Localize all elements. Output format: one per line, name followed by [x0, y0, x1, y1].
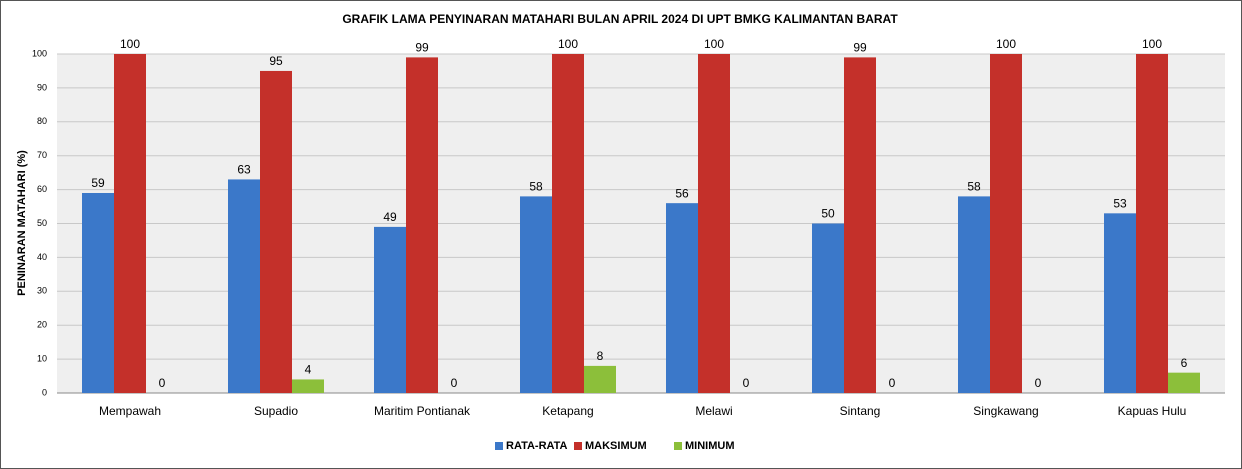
value-label: 50 [821, 207, 835, 221]
y-tick-label: 60 [37, 184, 47, 194]
x-tick-label: Mempawah [99, 404, 161, 418]
y-tick-label: 50 [37, 218, 47, 228]
value-label: 58 [967, 180, 981, 194]
bar [406, 57, 438, 393]
y-tick-label: 30 [37, 286, 47, 296]
x-tick-label: Singkawang [973, 404, 1038, 418]
bar [844, 57, 876, 393]
y-tick-label: 40 [37, 252, 47, 262]
y-tick-label: 90 [37, 82, 47, 92]
bar [666, 203, 698, 393]
value-label: 0 [159, 376, 166, 390]
value-label: 6 [1181, 356, 1188, 370]
bar [584, 365, 616, 393]
value-label: 100 [704, 37, 724, 51]
x-tick-label: Sintang [840, 404, 881, 418]
y-axis-label: PENINARAN MATAHARI (%) [16, 150, 28, 296]
value-label: 99 [853, 41, 867, 55]
y-tick-label: 70 [37, 150, 47, 160]
legend-swatch [674, 442, 682, 450]
y-tick-label: 10 [37, 353, 47, 363]
legend-label: RATA-RATA [506, 440, 568, 452]
value-label: 0 [451, 376, 458, 390]
value-label: 49 [383, 210, 397, 224]
bar [698, 54, 730, 393]
value-label: 8 [597, 349, 604, 363]
value-label: 53 [1113, 197, 1127, 211]
x-tick-label: Kapuas Hulu [1118, 404, 1187, 418]
x-tick-label: Maritim Pontianak [374, 404, 471, 418]
bar [552, 54, 584, 393]
bar [114, 54, 146, 393]
bar [374, 226, 406, 393]
bar [228, 179, 260, 393]
y-tick-label: 20 [37, 320, 47, 330]
legend-label: MAKSIMUM [585, 440, 647, 452]
x-tick-label: Ketapang [542, 404, 593, 418]
value-label: 0 [743, 376, 750, 390]
bar [1168, 372, 1200, 393]
bar [260, 70, 292, 393]
y-tick-label: 0 [42, 387, 47, 397]
value-label: 95 [269, 54, 283, 68]
value-label: 58 [529, 180, 543, 194]
value-label: 100 [996, 37, 1016, 51]
x-tick-label: Melawi [695, 404, 732, 418]
bar [990, 54, 1022, 393]
bar [812, 223, 844, 393]
value-label: 100 [1142, 37, 1162, 51]
value-label: 0 [1035, 376, 1042, 390]
value-label: 100 [558, 37, 578, 51]
x-tick-label: Supadio [254, 404, 298, 418]
bar [82, 192, 114, 393]
bar [1104, 213, 1136, 393]
y-tick-label: 100 [32, 48, 47, 58]
chart-title: GRAFIK LAMA PENYINARAN MATAHARI BULAN AP… [342, 12, 898, 26]
value-label: 0 [889, 376, 896, 390]
value-label: 59 [91, 176, 105, 190]
y-tick-label: 80 [37, 116, 47, 126]
value-label: 100 [120, 37, 140, 51]
value-label: 56 [675, 186, 689, 200]
legend-label: MINIMUM [685, 440, 735, 452]
bar [520, 196, 552, 393]
legend-swatch [574, 442, 582, 450]
bar [292, 379, 324, 393]
legend-swatch [495, 442, 503, 450]
bar [1136, 54, 1168, 393]
value-label: 63 [237, 163, 251, 177]
value-label: 4 [305, 363, 312, 377]
value-label: 99 [415, 41, 429, 55]
bar [958, 196, 990, 393]
